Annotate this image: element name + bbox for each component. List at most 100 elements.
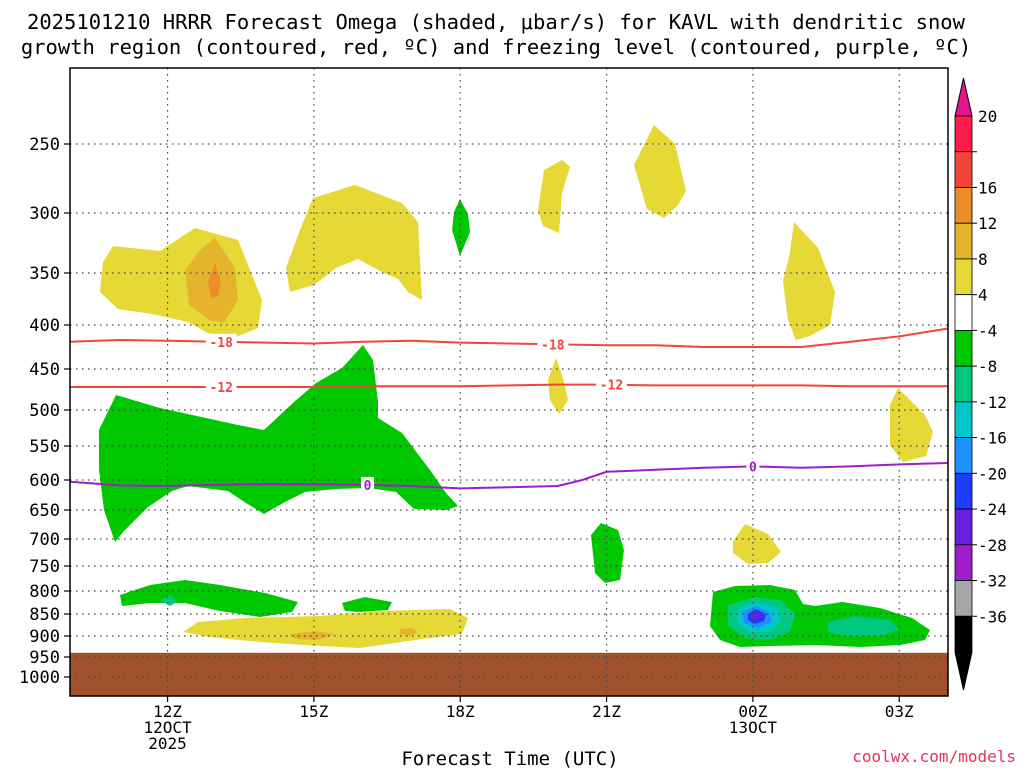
terrain-fill [70, 652, 948, 696]
y-tick-label: 300 [29, 204, 60, 224]
colorbar-segment [954, 401, 973, 439]
omega-region-green [452, 199, 470, 256]
x-tick-label: 12OCT [143, 718, 192, 737]
omega-region-green [342, 597, 392, 612]
omega-region-yellow [783, 222, 835, 340]
colorbar-label: -4 [978, 321, 997, 340]
colorbar-label: -24 [978, 500, 1007, 519]
y-tick-label: 750 [29, 557, 60, 577]
omega-region-orange-core [208, 263, 221, 298]
omega-region-yellow [890, 388, 933, 462]
y-tick-label: 400 [29, 316, 60, 336]
omega-region-yellow [183, 609, 468, 648]
contour-label-bg [205, 379, 237, 395]
colorbar-label: 16 [978, 178, 997, 197]
colorbar-segment [954, 115, 973, 153]
y-tick-label: 1000 [19, 668, 60, 688]
colorbar: 20 16 12 8 4 -4 -8 -12 -16 -20 -24 -28 -32 -36 [954, 77, 1007, 691]
omega-region-yellow [548, 358, 568, 414]
x-tick-label: 00Z [738, 702, 767, 721]
contour-line-0 [70, 462, 948, 490]
contour-label-bg [746, 458, 760, 474]
omega-region-yellow [634, 125, 686, 218]
x-tick-label: 13OCT [729, 718, 778, 737]
colorbar-segment [954, 544, 973, 581]
omega-shading [99, 125, 933, 648]
colorbar-label: -36 [978, 607, 1007, 626]
y-tick-label: 250 [29, 135, 60, 155]
x-tick-label: 12Z [153, 702, 182, 721]
omega-region-teal [828, 616, 900, 636]
colorbar-label: 20 [978, 107, 997, 126]
colorbar-segment [954, 329, 973, 367]
contour-label-bg [205, 333, 237, 349]
x-tick-label: 18Z [446, 702, 475, 721]
colorbar-label: 12 [978, 214, 997, 233]
y-tick-label: 650 [29, 501, 60, 521]
y-tick-label: 800 [29, 582, 60, 602]
colorbar-segment [954, 472, 973, 510]
colorbar-label: -20 [978, 464, 1007, 483]
x-tick-label: 2025 [148, 734, 187, 753]
contour-label: -12 [209, 381, 232, 396]
contour-label: -18 [541, 338, 565, 353]
omega-region-orange [290, 631, 335, 640]
omega-region-yellow [286, 185, 422, 300]
contour-label: 0 [364, 479, 372, 494]
contour-label: -12 [600, 379, 623, 394]
colorbar-label: -12 [978, 393, 1007, 412]
y-tick-label: 700 [29, 530, 60, 550]
colorbar-label: 8 [978, 250, 988, 269]
omega-region-yellow [538, 160, 570, 233]
temperature-contours: -18 -18 -12 -12 0 0 [70, 327, 948, 494]
y-tick-label: 450 [29, 360, 60, 380]
plot-area: -18 -18 -12 -12 0 0 [70, 68, 948, 696]
colorbar-segment [954, 258, 973, 296]
colorbar-bottom-arrow [954, 651, 973, 691]
colorbar-segment [954, 187, 973, 224]
colorbar-label: -8 [978, 357, 997, 376]
y-tick-label: 350 [29, 264, 60, 284]
x-tick-label: 03Z [885, 702, 914, 721]
contour-label-bg [537, 336, 569, 352]
y-axis: 2503003504004505005506006507007508008509… [19, 135, 70, 688]
contour-label-bg [595, 376, 627, 392]
plot-frame [69, 67, 949, 697]
omega-region-orange [400, 628, 418, 636]
y-tick-label: 500 [29, 401, 60, 421]
colorbar-label: -32 [978, 572, 1007, 591]
contour-label-bg [361, 476, 375, 492]
colorbar-label: -28 [978, 536, 1007, 555]
colorbar-segment [954, 151, 973, 188]
colorbar-segment [954, 580, 973, 617]
colorbar-label: 4 [978, 286, 988, 305]
colorbar-top-arrow [954, 77, 973, 117]
colorbar-label: -16 [978, 429, 1007, 448]
y-tick-label: 600 [29, 471, 60, 491]
omega-region-purple [751, 612, 762, 619]
colorbar-segment [954, 615, 973, 653]
contour-label: -18 [209, 336, 233, 351]
chart-title-line1: 2025101210 HRRR Forecast Omega (shaded, … [27, 10, 966, 34]
chart-title-line2: growth region (contoured, red, ºC) and f… [21, 35, 971, 59]
y-tick-label: 550 [29, 437, 60, 457]
grid-lines [70, 68, 948, 696]
omega-region-green [120, 580, 298, 617]
colorbar-segment [954, 222, 973, 260]
x-tick-label: 21Z [592, 702, 621, 721]
x-tick-label: 15Z [299, 702, 328, 721]
omega-region-yellow [733, 524, 781, 564]
footer-credit: coolwx.com/models [852, 747, 1016, 766]
x-axis-label: Forecast Time (UTC) [401, 748, 618, 768]
y-tick-label: 850 [29, 605, 60, 625]
colorbar-segment [954, 437, 973, 474]
y-tick-label: 950 [29, 648, 60, 668]
omega-region-green [99, 345, 458, 542]
colorbar-segment [954, 294, 973, 331]
y-tick-label: 900 [29, 627, 60, 647]
omega-region-green [591, 523, 624, 583]
contour-label: 0 [749, 460, 757, 475]
colorbar-segment [954, 365, 973, 403]
